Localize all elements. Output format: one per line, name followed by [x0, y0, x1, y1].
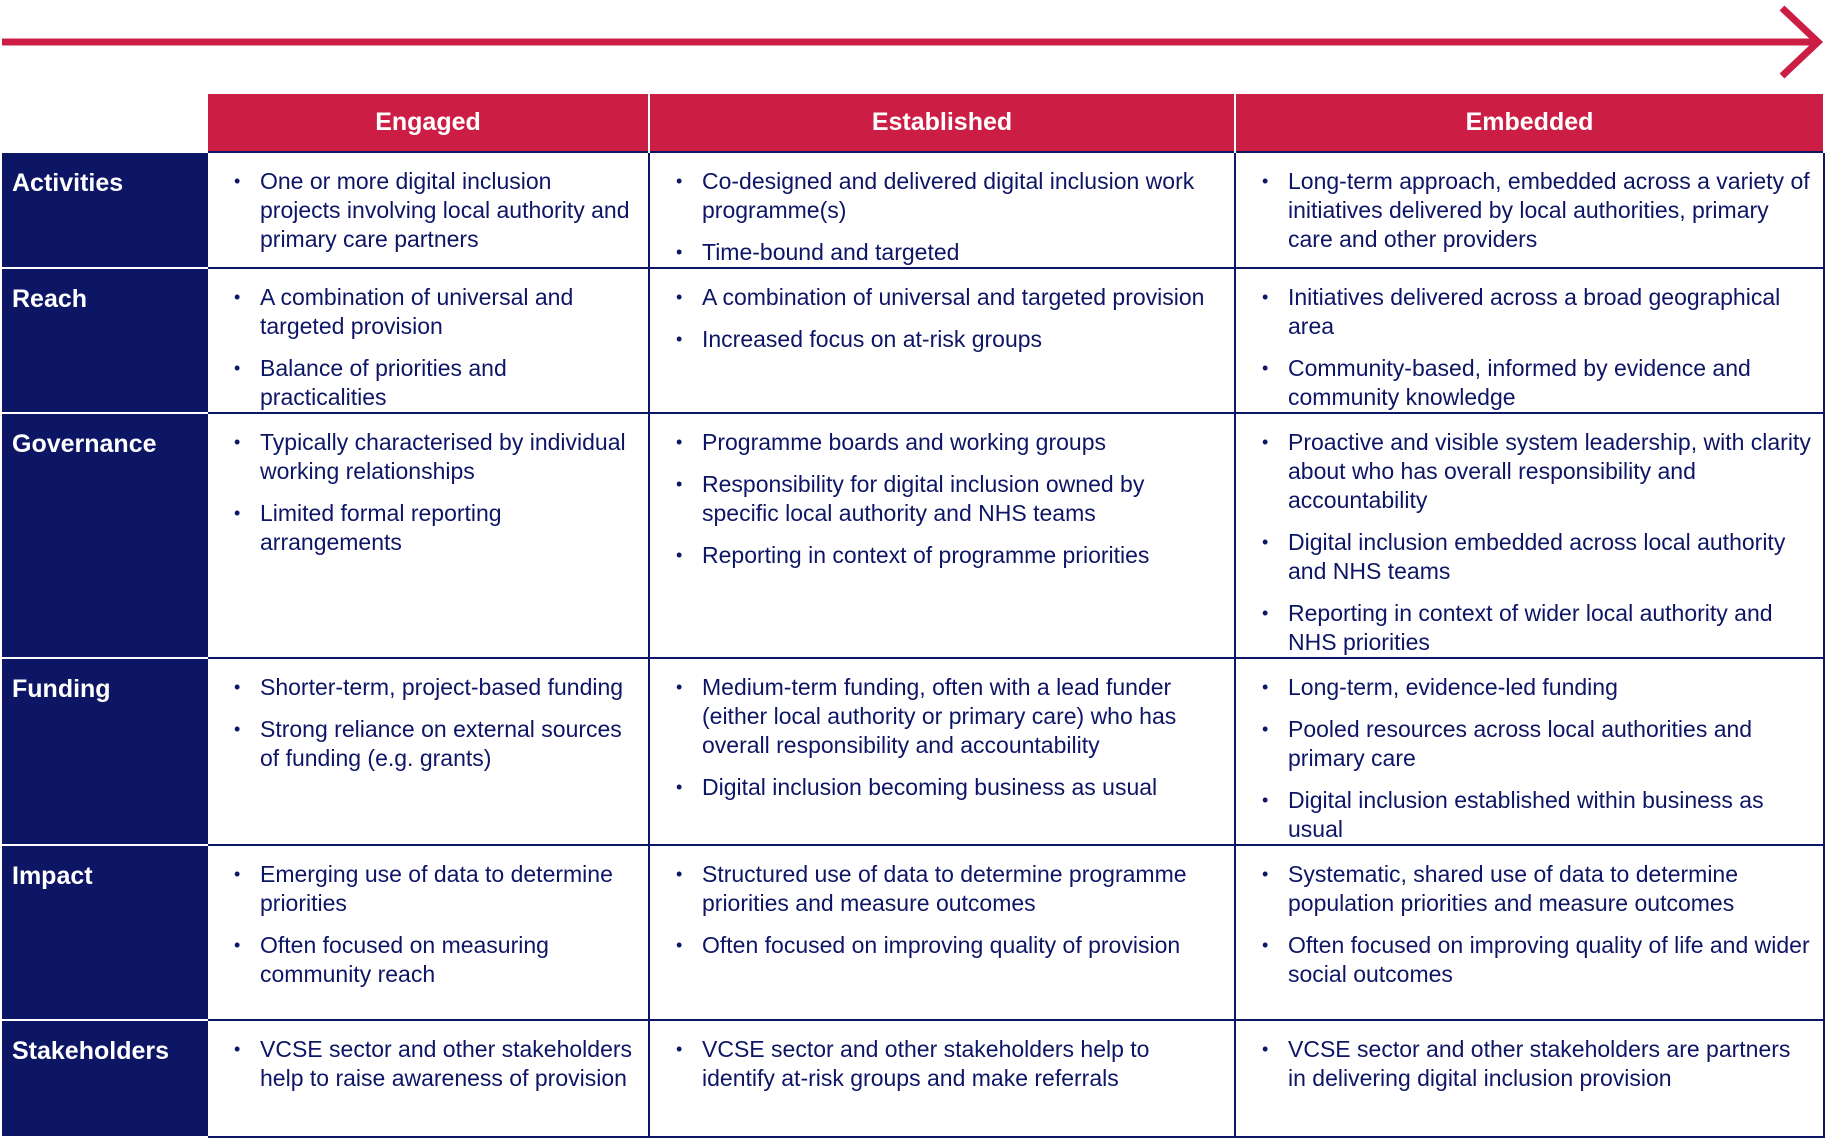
- list-item: VCSE sector and other stakeholders help …: [234, 1035, 638, 1093]
- cell-impact-engaged: Emerging use of data to determine priori…: [206, 844, 650, 1021]
- stage-header-established: Established: [648, 94, 1236, 152]
- table-row: Reach A combination of universal and targ…: [2, 267, 1825, 414]
- bullet-list: Emerging use of data to determine priori…: [234, 860, 638, 989]
- bullet-list: Medium-term funding, often with a lead f…: [676, 673, 1224, 802]
- table-row: Funding Shorter-term, project-based fundi…: [2, 657, 1825, 846]
- table-row: Activities One or more digital inclusion …: [2, 151, 1825, 269]
- matrix-body: Activities One or more digital inclusion …: [2, 151, 1825, 1138]
- list-item: Proactive and visible system leadership,…: [1262, 428, 1813, 515]
- list-item: Initiatives delivered across a broad geo…: [1262, 283, 1813, 341]
- bullet-list: Long-term, evidence-led funding Pooled re…: [1262, 673, 1813, 844]
- list-item: Time-bound and targeted: [676, 238, 1224, 267]
- cell-funding-embedded: Long-term, evidence-led funding Pooled re…: [1234, 657, 1825, 846]
- list-item: A combination of universal and targeted …: [676, 283, 1224, 312]
- list-item: Long-term approach, embedded across a va…: [1262, 167, 1813, 254]
- bullet-list: One or more digital inclusion projects i…: [234, 167, 638, 254]
- row-header-stakeholders: Stakeholders: [2, 1019, 207, 1138]
- bullet-list: Typically characterised by individual wo…: [234, 428, 638, 557]
- table-row: Stakeholders VCSE sector and other stakeh…: [2, 1019, 1825, 1138]
- stage-header-engaged: Engaged: [206, 94, 650, 152]
- bullet-list: A combination of universal and targeted …: [234, 283, 638, 412]
- list-item: Often focused on improving quality of li…: [1262, 931, 1813, 989]
- list-item: A combination of universal and targeted …: [234, 283, 638, 341]
- list-item: Typically characterised by individual wo…: [234, 428, 638, 486]
- list-item: Balance of priorities and practicalities: [234, 354, 638, 412]
- list-item: Community-based, informed by evidence an…: [1262, 354, 1813, 412]
- cell-reach-embedded: Initiatives delivered across a broad geo…: [1234, 267, 1825, 414]
- list-item: Reporting in context of wider local auth…: [1262, 599, 1813, 657]
- list-item: Digital inclusion established within bus…: [1262, 786, 1813, 844]
- cell-governance-embedded: Proactive and visible system leadership,…: [1234, 412, 1825, 659]
- list-item: Strong reliance on external sources of f…: [234, 715, 638, 773]
- list-item: Long-term, evidence-led funding: [1262, 673, 1813, 702]
- cell-reach-established: A combination of universal and targeted …: [648, 267, 1236, 414]
- list-item: Digital inclusion becoming business as u…: [676, 773, 1224, 802]
- list-item: Often focused on measuring community rea…: [234, 931, 638, 989]
- maturity-table: Engaged Established Embedded Activities O…: [2, 94, 1825, 1138]
- cell-impact-established: Structured use of data to determine prog…: [648, 844, 1236, 1021]
- bullet-list: A combination of universal and targeted …: [676, 283, 1224, 354]
- bullet-list: Proactive and visible system leadership,…: [1262, 428, 1813, 657]
- list-item: Programme boards and working groups: [676, 428, 1224, 457]
- list-item: Medium-term funding, often with a lead f…: [676, 673, 1224, 760]
- cell-reach-engaged: A combination of universal and targeted …: [206, 267, 650, 414]
- list-item: Systematic, shared use of data to determ…: [1262, 860, 1813, 918]
- list-item: Digital inclusion embedded across local …: [1262, 528, 1813, 586]
- cell-funding-engaged: Shorter-term, project-based funding Stron…: [206, 657, 650, 846]
- cell-activities-embedded: Long-term approach, embedded across a va…: [1234, 151, 1825, 269]
- list-item: Pooled resources across local authoritie…: [1262, 715, 1813, 773]
- cell-governance-established: Programme boards and working groups Respo…: [648, 412, 1236, 659]
- cell-activities-established: Co-designed and delivered digital inclus…: [648, 151, 1236, 269]
- list-item: Reporting in context of programme priori…: [676, 541, 1224, 570]
- corner-cell: [2, 94, 207, 152]
- cell-stakeholders-established: VCSE sector and other stakeholders help …: [648, 1019, 1236, 1138]
- row-header-impact: Impact: [2, 844, 207, 1021]
- list-item: VCSE sector and other stakeholders are p…: [1262, 1035, 1813, 1093]
- list-item: Emerging use of data to determine priori…: [234, 860, 638, 918]
- stage-header-embedded: Embedded: [1234, 94, 1825, 152]
- table-row: Governance Typically characterised by ind…: [2, 412, 1825, 659]
- bullet-list: Long-term approach, embedded across a va…: [1262, 167, 1813, 254]
- row-header-governance: Governance: [2, 412, 207, 659]
- cell-stakeholders-embedded: VCSE sector and other stakeholders are p…: [1234, 1019, 1825, 1138]
- list-item: Shorter-term, project-based funding: [234, 673, 638, 702]
- row-header-reach: Reach: [2, 267, 207, 414]
- bullet-list: VCSE sector and other stakeholders are p…: [1262, 1035, 1813, 1093]
- list-item: VCSE sector and other stakeholders help …: [676, 1035, 1224, 1093]
- row-header-activities: Activities: [2, 151, 207, 269]
- bullet-list: Programme boards and working groups Respo…: [676, 428, 1224, 570]
- cell-activities-engaged: One or more digital inclusion projects i…: [206, 151, 650, 269]
- bullet-list: Co-designed and delivered digital inclus…: [676, 167, 1224, 267]
- progression-arrow-icon: [2, 5, 1824, 79]
- list-item: Responsibility for digital inclusion own…: [676, 470, 1224, 528]
- cell-funding-established: Medium-term funding, often with a lead f…: [648, 657, 1236, 846]
- list-item: Increased focus on at-risk groups: [676, 325, 1224, 354]
- bullet-list: VCSE sector and other stakeholders help …: [234, 1035, 638, 1093]
- list-item: Structured use of data to determine prog…: [676, 860, 1224, 918]
- list-item: One or more digital inclusion projects i…: [234, 167, 638, 254]
- cell-stakeholders-engaged: VCSE sector and other stakeholders help …: [206, 1019, 650, 1138]
- bullet-list: Structured use of data to determine prog…: [676, 860, 1224, 960]
- table-row: Impact Emerging use of data to determine …: [2, 844, 1825, 1021]
- cell-governance-engaged: Typically characterised by individual wo…: [206, 412, 650, 659]
- bullet-list: Initiatives delivered across a broad geo…: [1262, 283, 1813, 412]
- bullet-list: Shorter-term, project-based funding Stron…: [234, 673, 638, 773]
- row-header-funding: Funding: [2, 657, 207, 846]
- list-item: Co-designed and delivered digital inclus…: [676, 167, 1224, 225]
- stage-header-row: Engaged Established Embedded: [2, 94, 1825, 152]
- cell-impact-embedded: Systematic, shared use of data to determ…: [1234, 844, 1825, 1021]
- list-item: Often focused on improving quality of pr…: [676, 931, 1224, 960]
- list-item: Limited formal reporting arrangements: [234, 499, 638, 557]
- bullet-list: Systematic, shared use of data to determ…: [1262, 860, 1813, 989]
- bullet-list: VCSE sector and other stakeholders help …: [676, 1035, 1224, 1093]
